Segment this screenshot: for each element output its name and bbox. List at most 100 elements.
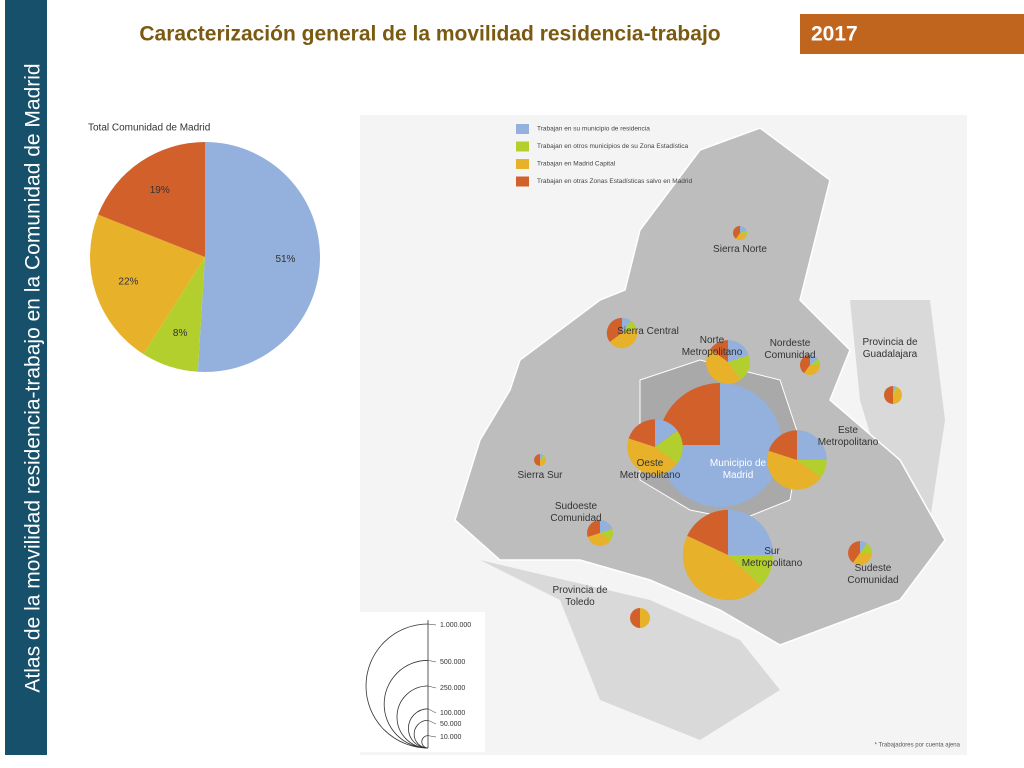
region-pie-slice bbox=[540, 455, 546, 460]
year: 2017 bbox=[811, 23, 858, 46]
pie-slice bbox=[143, 257, 205, 372]
region-pie-slice bbox=[767, 450, 822, 490]
region-pie-slice bbox=[728, 355, 750, 380]
size-legend-label: 500.000 bbox=[440, 659, 465, 666]
size-legend-circle bbox=[413, 719, 429, 749]
pie-slice bbox=[89, 214, 205, 355]
chart-title: Total Comunidad de Madrid bbox=[88, 123, 210, 134]
size-legend-circle bbox=[421, 735, 429, 749]
legend-label: Trabajan en Madrid Capital bbox=[537, 161, 616, 168]
region-pie-slice bbox=[852, 553, 872, 565]
legend-swatch bbox=[516, 176, 529, 187]
size-legend-leader bbox=[427, 708, 437, 714]
size-legend-circle bbox=[408, 708, 429, 749]
region-label: Sierra Sur bbox=[517, 470, 563, 481]
region-pie-slice bbox=[687, 509, 728, 555]
size-legend-label: 50.000 bbox=[440, 721, 462, 728]
size-legend-circle bbox=[383, 659, 429, 749]
slide-title: Caracterización general de la movilidad … bbox=[139, 23, 720, 46]
region-pie-slice bbox=[540, 454, 544, 460]
region-pie-slice bbox=[893, 386, 899, 395]
region-pie-slice bbox=[630, 608, 640, 628]
region-pie-slice bbox=[600, 528, 614, 541]
region-label: Provincia de Guadalajara bbox=[862, 337, 918, 360]
region-label: Sudeste Comunidad bbox=[847, 563, 899, 586]
region-label: Sur Metropolitano bbox=[741, 546, 803, 569]
pie-label: 51% bbox=[275, 254, 295, 265]
region-pie-slice bbox=[640, 608, 650, 628]
region-pie-slice bbox=[586, 519, 600, 538]
region-pie-slice bbox=[682, 535, 761, 601]
region-pie-slice bbox=[655, 419, 678, 447]
size-legend-label: 10.000 bbox=[440, 734, 462, 741]
size-legend-leader bbox=[427, 720, 437, 725]
region-label: Sierra Central bbox=[617, 326, 679, 337]
region-pie-slice bbox=[534, 454, 540, 466]
region-pie-slice bbox=[655, 430, 683, 464]
region-pie-slice bbox=[893, 387, 902, 404]
region-label: Sierra Norte bbox=[713, 244, 767, 255]
footnote: * Trabajadores por cuenta ajena bbox=[875, 743, 961, 749]
region-pie-slice bbox=[728, 555, 774, 586]
province-guadalajara bbox=[850, 300, 945, 520]
region-pie-slice bbox=[800, 355, 810, 374]
region-pie-slice bbox=[628, 419, 655, 447]
region-pie-slice bbox=[540, 458, 546, 466]
region-label: Oeste Metropolitano bbox=[619, 458, 681, 481]
pie-label: 8% bbox=[173, 328, 188, 339]
legend-label: Trabajan en otros municipios de su Zona … bbox=[537, 143, 689, 150]
region-pie-slice bbox=[587, 533, 611, 547]
legend-swatch bbox=[516, 141, 529, 152]
legend-label: Trabajan en su municipio de residencia bbox=[537, 126, 650, 133]
size-legend-label: 250.000 bbox=[440, 685, 465, 692]
size-legend-leader bbox=[427, 623, 437, 626]
region-pie-slice bbox=[606, 317, 622, 342]
region-label: Nordeste Comunidad bbox=[764, 338, 816, 361]
size-legend-leader bbox=[427, 660, 437, 663]
region-pie-slice bbox=[804, 365, 820, 375]
legend-label: Trabajan en otras Zonas Estadísticas sal… bbox=[537, 178, 692, 185]
region-label: Norte Metropolitano bbox=[681, 335, 743, 358]
region-pie-slice bbox=[706, 349, 741, 384]
region-pie-slice bbox=[810, 355, 819, 365]
region-pie-slice bbox=[622, 320, 637, 333]
side-bar bbox=[5, 0, 47, 755]
pie-slice bbox=[98, 142, 205, 257]
region-pie-slice bbox=[728, 340, 749, 362]
pie-label: 19% bbox=[150, 185, 170, 196]
region-pie-slice bbox=[710, 340, 728, 362]
size-legend-circle bbox=[396, 685, 429, 749]
legend-swatch bbox=[516, 159, 529, 169]
region-pie-slice bbox=[860, 541, 868, 553]
region-label: Sudoeste Comunidad bbox=[550, 501, 602, 524]
region-pie-slice bbox=[884, 386, 893, 404]
region-pie-slice bbox=[600, 519, 613, 533]
region-pie-slice bbox=[728, 509, 774, 555]
region-pie-slice bbox=[860, 543, 872, 553]
region-pie-slice bbox=[740, 230, 748, 236]
pie-slice bbox=[197, 142, 321, 373]
size-legend-leader bbox=[427, 735, 437, 738]
pie-label: 22% bbox=[118, 277, 138, 288]
size-legend-label: 100.000 bbox=[440, 710, 465, 717]
region-pie-slice bbox=[609, 328, 638, 349]
province-toledo bbox=[480, 560, 780, 740]
year-box bbox=[800, 14, 1024, 54]
size-legend-label: 1.000.000 bbox=[440, 622, 471, 629]
region-pie-slice bbox=[797, 430, 827, 460]
region-pie-slice bbox=[768, 430, 797, 460]
region-pie-slice bbox=[797, 460, 827, 478]
region-pie-slice bbox=[740, 225, 747, 233]
region-label: Municipio de Madrid bbox=[709, 458, 767, 481]
region-pie-slice bbox=[732, 225, 740, 239]
size-legend-bg bbox=[360, 612, 485, 752]
size-legend-circle bbox=[365, 623, 429, 749]
region-pie-slice bbox=[735, 233, 747, 241]
side-title: Atlas de la movilidad residencia-trabajo… bbox=[22, 63, 45, 692]
region-pie-slice bbox=[627, 438, 678, 475]
size-legend-leader bbox=[427, 685, 437, 689]
legend-swatch bbox=[516, 124, 529, 134]
region-pie-slice bbox=[848, 541, 860, 563]
